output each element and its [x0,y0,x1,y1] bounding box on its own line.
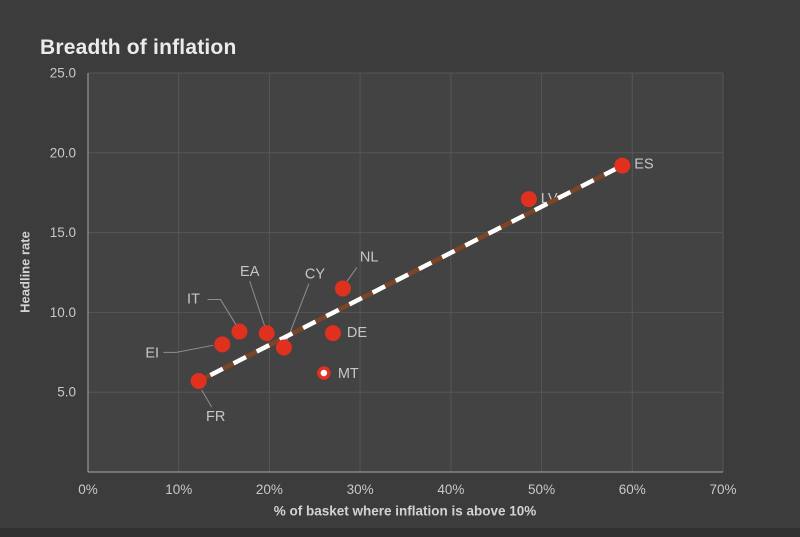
x-tick-label: 0% [78,482,98,497]
point-label-ea: EA [240,264,260,280]
x-tick-label: 30% [347,482,374,497]
data-point-es[interactable] [614,157,631,174]
data-point-de[interactable] [324,325,341,342]
x-tick-label: 70% [709,482,736,497]
x-tick-label: 60% [619,482,646,497]
y-tick-label: 20.0 [50,145,76,160]
point-label-cy: CY [305,267,325,283]
y-tick-label: 25.0 [50,66,76,81]
label-leader-line-ea [249,280,266,327]
label-leader-line-cy [286,283,310,341]
x-tick-label: 10% [165,482,192,497]
point-label-fr: FR [206,409,225,425]
label-leader-line-fr [201,389,213,408]
plot-area [88,73,723,472]
x-tick-label: 50% [528,482,555,497]
y-tick-label: 10.0 [50,305,76,320]
label-leader-line-it [207,299,237,326]
point-label-mt: MT [338,366,359,382]
data-point-it[interactable] [231,323,248,340]
point-label-es: ES [634,157,653,173]
data-point-fr[interactable] [190,373,207,390]
label-leader-line-nl [346,267,358,282]
data-point-ei[interactable] [214,336,231,353]
x-tick-label: 20% [256,482,283,497]
label-leader-line-ei [163,344,214,353]
data-point-ea[interactable] [258,325,275,342]
chart-title: Breadth of inflation [40,36,237,59]
trend-line-base [204,163,624,380]
point-label-ei: EI [145,345,159,361]
bottom-edge-bar [0,528,800,537]
data-point-mt[interactable] [317,366,331,380]
x-tick-label: 40% [437,482,464,497]
point-label-de: DE [347,325,367,341]
data-point-cy[interactable] [275,339,292,356]
y-tick-label: 5.0 [57,385,76,400]
y-tick-label: 15.0 [50,225,76,240]
point-label-it: IT [187,292,200,308]
x-axis-title: % of basket where inflation is above 10% [273,503,537,519]
point-label-nl: NL [360,249,379,265]
data-point-nl[interactable] [334,280,351,297]
data-point-lv[interactable] [520,191,537,208]
